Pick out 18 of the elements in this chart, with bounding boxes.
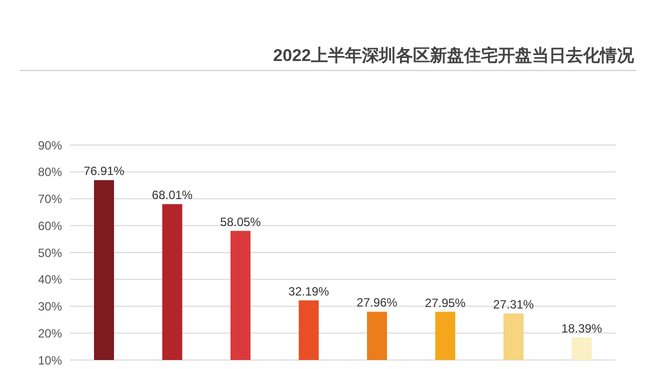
- data-label: 32.19%: [288, 284, 330, 298]
- y-tick-label: 90%: [38, 138, 62, 152]
- y-tick-label: 80%: [38, 165, 62, 180]
- data-label: 76.91%: [84, 164, 125, 178]
- y-tick-label: 10%: [38, 353, 62, 368]
- y-tick-label: 50%: [38, 246, 62, 260]
- data-label: 27.95%: [424, 296, 466, 310]
- data-label: 27.31%: [493, 297, 534, 312]
- data-label: 68.01%: [152, 188, 193, 202]
- data-label: 18.39%: [561, 321, 602, 336]
- y-tick-label: 40%: [38, 272, 62, 287]
- y-tick-label: 60%: [38, 218, 62, 233]
- data-label: 27.96%: [356, 296, 398, 310]
- chart-title: 2022上半年深圳各区新盘住宅开盘当日去化情况: [273, 45, 634, 67]
- y-tick-label: 20%: [38, 326, 62, 340]
- y-tick-label: 70%: [38, 192, 62, 206]
- data-label: 58.05%: [220, 214, 262, 229]
- y-tick-label: 30%: [38, 300, 62, 314]
